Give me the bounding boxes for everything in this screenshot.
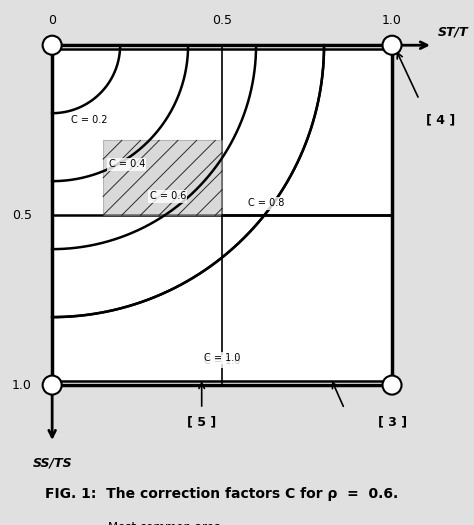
Text: C = 0.2: C = 0.2 [71, 115, 108, 125]
Text: FIG. 1:  The correction factors C for ρ  =  0.6.: FIG. 1: The correction factors C for ρ =… [46, 487, 399, 501]
Text: C = 1.0: C = 1.0 [204, 353, 240, 363]
Circle shape [383, 375, 401, 395]
Text: Most common area: Most common area [108, 521, 221, 525]
Text: ST/T: ST/T [438, 25, 468, 38]
Text: C = 0.8: C = 0.8 [248, 198, 284, 208]
Text: 1.0: 1.0 [382, 14, 402, 27]
Text: 0.5: 0.5 [212, 14, 232, 27]
Text: [ 4 ]: [ 4 ] [426, 113, 455, 127]
Text: 1.0: 1.0 [12, 379, 32, 392]
Text: 0.5: 0.5 [12, 208, 32, 222]
Text: C = 0.6: C = 0.6 [149, 192, 186, 202]
Bar [79, 518, 101, 525]
Bar [52, 45, 392, 385]
Circle shape [43, 36, 62, 55]
Text: 0: 0 [48, 14, 56, 27]
Circle shape [383, 36, 401, 55]
Text: [ 5 ]: [ 5 ] [187, 416, 216, 429]
Text: SS/TS: SS/TS [32, 456, 72, 469]
Bar [103, 140, 222, 215]
Text: C = 0.4: C = 0.4 [109, 159, 145, 169]
Text: C = 1.0: C = 1.0 [204, 356, 240, 366]
Text: [ 3 ]: [ 3 ] [378, 416, 408, 429]
Circle shape [43, 375, 62, 395]
